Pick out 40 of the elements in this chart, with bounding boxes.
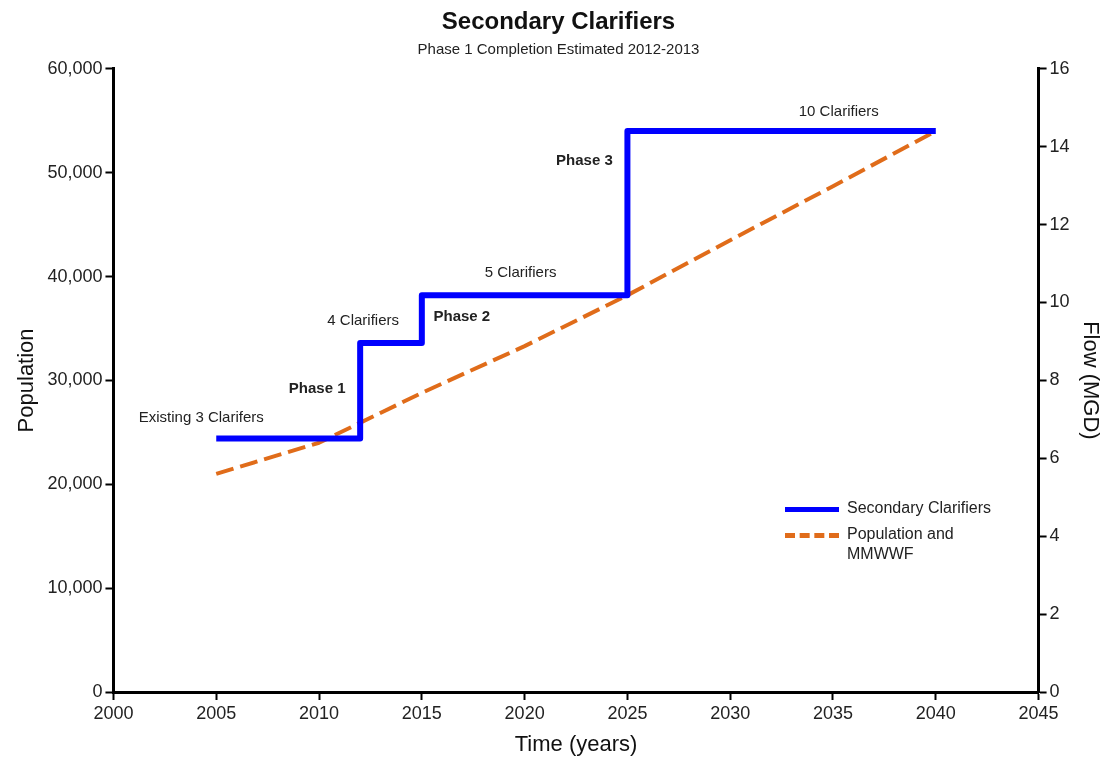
y2-tick-label: 14 (1049, 135, 1070, 156)
legend-label: Secondary Clarifiers (847, 498, 993, 518)
x-tick-label: 2045 (1018, 702, 1059, 723)
y2-tick-label: 12 (1049, 213, 1070, 234)
y2-tick-label: 2 (1049, 603, 1060, 624)
y-axis-title: Population (13, 328, 39, 433)
annotation: Phase 1 (288, 378, 346, 396)
y-tick-label: 50,000 (47, 161, 103, 182)
x-tick-label: 2030 (710, 702, 751, 723)
legend-label: Population and MMWWF (847, 524, 955, 564)
y-tick-label: 30,000 (47, 369, 103, 390)
annotation: Phase 2 (433, 307, 491, 325)
annotation: Existing 3 Clarifers (138, 407, 264, 425)
y-tick-label: 40,000 (47, 265, 103, 286)
y2-axis-title: Flow (MGD) (1078, 321, 1104, 440)
x-tick-label: 2040 (915, 702, 956, 723)
annotation: 10 Clarifiers (798, 102, 879, 120)
y-tick-label: 10,000 (47, 577, 103, 598)
chart-title: Secondary Clarifiers (441, 7, 676, 35)
y-tick-label: 0 (92, 680, 103, 701)
x-tick-label: 2000 (93, 702, 134, 723)
y2-tick-label: 8 (1049, 369, 1060, 390)
y2-tick-label: 16 (1049, 57, 1070, 78)
y2-tick-label: 10 (1049, 291, 1070, 312)
y-tick-label: 60,000 (47, 57, 103, 78)
x-tick-label: 2005 (196, 702, 237, 723)
x-tick-label: 2025 (607, 702, 648, 723)
y2-tick-label: 4 (1049, 525, 1060, 546)
y-tick-label: 20,000 (47, 473, 103, 494)
x-axis-title: Time (years) (514, 730, 638, 756)
y2-tick-label: 6 (1049, 447, 1060, 468)
annotation: 4 Clarifiers (327, 311, 399, 329)
x-tick-label: 2035 (812, 702, 854, 723)
y2-tick-label: 0 (1049, 680, 1060, 701)
chart-subtitle: Phase 1 Completion Estimated 2012-2013 (417, 39, 700, 57)
annotation: Phase 3 (556, 151, 613, 169)
x-tick-label: 2020 (504, 702, 545, 723)
x-tick-label: 2015 (401, 702, 442, 723)
x-tick-label: 2010 (299, 702, 340, 723)
annotation: 5 Clarifiers (484, 263, 557, 281)
